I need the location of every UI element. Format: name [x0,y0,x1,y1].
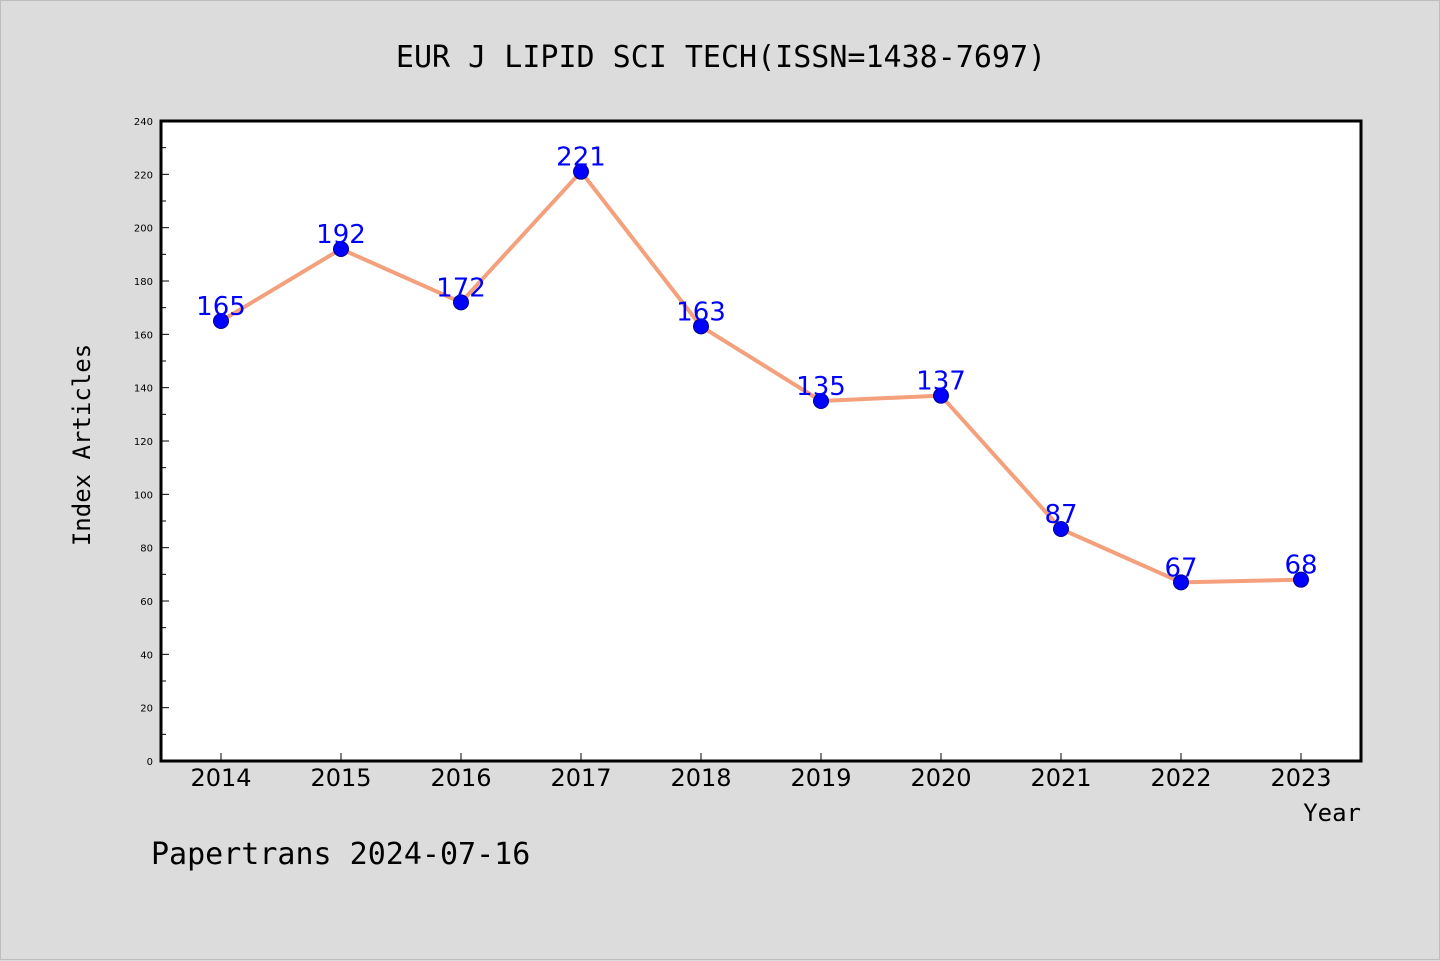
x-tick-label: 2023 [1270,764,1331,792]
data-point [1053,521,1069,537]
data-label: 87 [1044,500,1077,530]
data-label: 192 [316,220,366,250]
data-label: 67 [1164,553,1197,583]
x-tick-label: 2022 [1150,764,1211,792]
y-tick-label: 120 [134,437,153,448]
plot-area: 0 20 40 60 80 100 120 140 160 180 200 220 240 2014 201… [134,117,1363,792]
data-point [1173,574,1189,591]
x-tick-label: 2017 [550,764,611,792]
chart-title: EUR J LIPID SCI TECH(ISSN=1438-7697) [396,40,1046,75]
x-tick-label: 2016 [430,764,491,792]
y-tick-label: 140 [134,384,153,395]
data-point [333,241,349,257]
y-tick-label: 40 [140,650,153,661]
data-point [573,163,589,180]
plot-background [161,121,1361,761]
data-point [453,294,469,311]
y-tick-label: 20 [140,704,153,715]
x-axis-label: Year [1303,799,1361,827]
data-label: 172 [436,273,486,303]
y-axis-label: Index Articles [68,344,96,546]
data-label: 165 [196,292,246,322]
y-tick-label: 160 [134,330,153,341]
data-point [693,318,709,335]
y-tick-label: 180 [134,277,153,288]
data-label: 135 [796,372,846,402]
footer-credit: Papertrans 2024-07-16 [151,837,530,872]
x-tick-label: 2018 [670,764,731,792]
y-tick-label: 240 [134,117,153,128]
y-tick-label: 200 [134,224,153,235]
data-point [813,393,829,409]
data-point [933,387,949,404]
data-label: 68 [1284,551,1317,581]
series-line [219,169,1302,585]
x-tick-label: 2020 [910,764,971,792]
y-tick-label: 0 [147,757,153,768]
x-tick-label: 2021 [1030,764,1091,792]
y-tick-label: 80 [140,544,153,555]
y-tick-label: 100 [134,490,153,501]
x-tick-label: 2019 [790,764,851,792]
data-label: 163 [676,297,726,327]
x-tick-label: 2014 [190,764,251,792]
data-point [1293,571,1309,588]
data-point [213,313,229,329]
data-label: 221 [556,143,606,173]
y-tick-label: 60 [140,597,153,608]
y-tick-label: 220 [134,170,153,181]
plot-frame [159,119,1363,763]
x-tick-label: 2015 [310,764,371,792]
data-label: 137 [916,367,966,397]
